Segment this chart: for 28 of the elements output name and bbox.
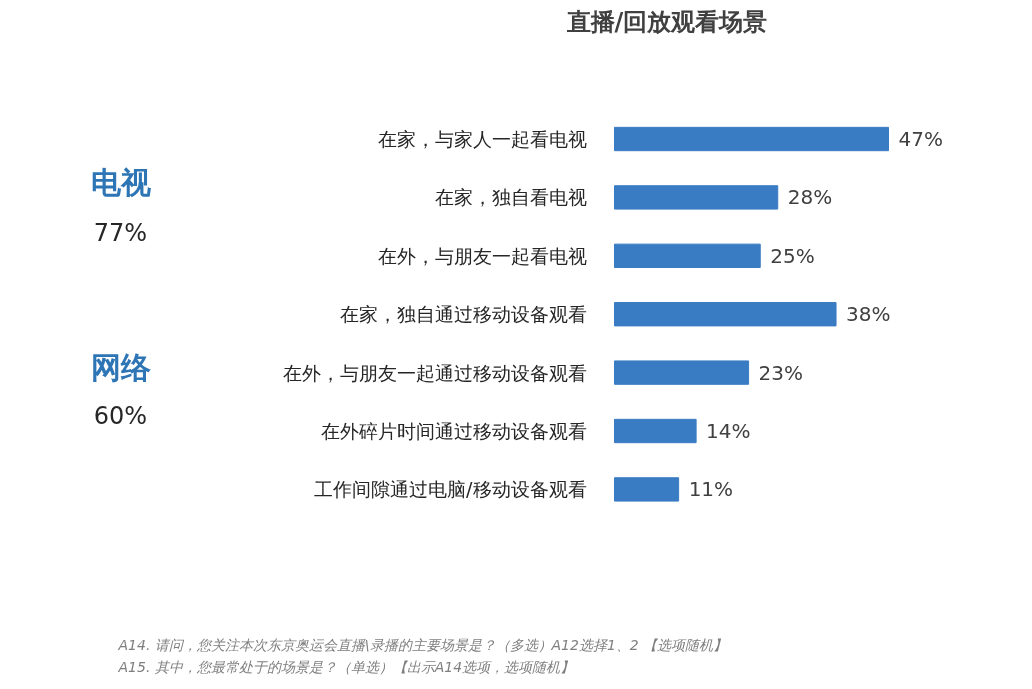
y-tick-label: 工作间隙通过电脑/移动设备观看 bbox=[314, 478, 587, 501]
text: A15. 其中，您最常处于的场景是？（单选）【出示A14选项，选项随机】 bbox=[117, 659, 575, 676]
bar bbox=[614, 243, 761, 268]
y-tick-label: 在家，独自看电视 bbox=[434, 186, 587, 209]
y-tick-label: 在家，与家人一起看电视 bbox=[377, 128, 587, 151]
chart-title: 直播/回放观看场景 bbox=[565, 7, 768, 36]
text: 77% bbox=[93, 219, 148, 248]
bar bbox=[614, 477, 680, 502]
y-tick-label: 在外，与朋友一起通过移动设备观看 bbox=[282, 361, 587, 384]
text: 电视 bbox=[90, 165, 151, 201]
data-label: 28% bbox=[787, 185, 833, 210]
y-tick-label: 在外碎片时间通过移动设备观看 bbox=[320, 420, 587, 443]
y-tick-label: 在家，独自通过移动设备观看 bbox=[339, 303, 587, 326]
text: 60% bbox=[93, 402, 148, 431]
data-label: 38% bbox=[846, 302, 891, 327]
data-label: 47% bbox=[898, 127, 943, 152]
data-label: 11% bbox=[688, 477, 734, 502]
text: 网络 bbox=[90, 350, 152, 386]
bar bbox=[614, 126, 889, 152]
bar bbox=[614, 360, 750, 385]
data-label: 14% bbox=[706, 419, 751, 444]
text: A14. 请问，您关注本次东京奥运会直播\录播的主要场景是？（多选）A12选择1、2 【选项随机】 bbox=[117, 636, 728, 653]
bar bbox=[614, 302, 837, 327]
data-label: 23% bbox=[758, 360, 804, 385]
y-tick-label: 在外，与朋友一起看电视 bbox=[377, 244, 587, 267]
bar bbox=[614, 418, 697, 444]
data-label: 25% bbox=[770, 243, 815, 268]
bar bbox=[614, 185, 779, 210]
